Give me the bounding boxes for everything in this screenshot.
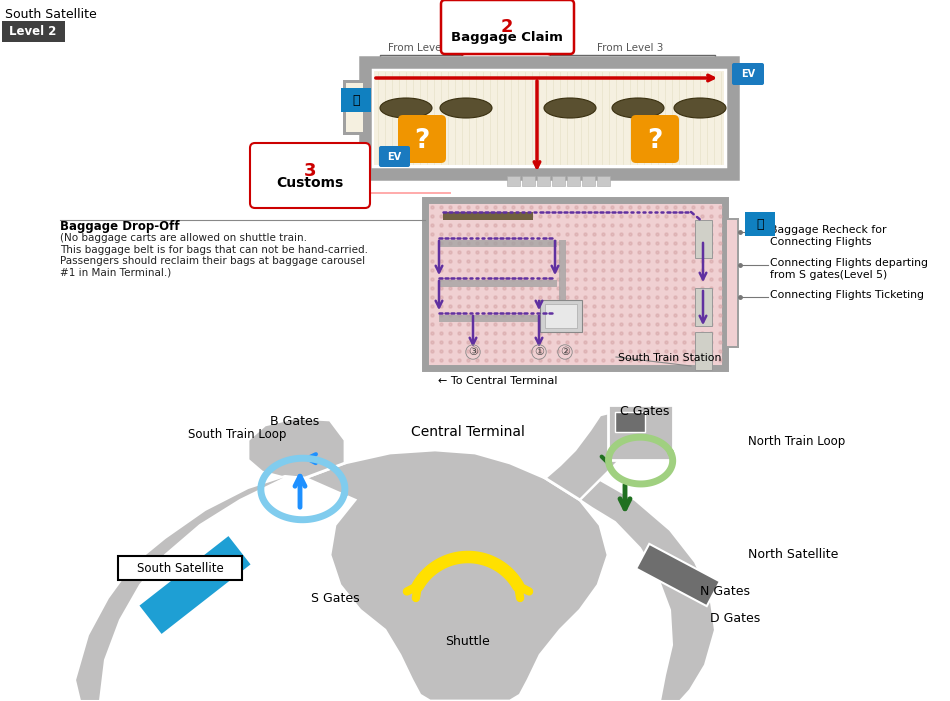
Text: ?: ? [647,128,663,154]
Text: ②: ② [560,347,570,357]
Text: Connecting Flights departing
from S gates(Level 5): Connecting Flights departing from S gate… [770,258,928,280]
Text: South Satellite: South Satellite [137,562,223,575]
FancyBboxPatch shape [398,115,446,163]
Bar [374,71,724,165]
Bar [343,80,366,135]
Text: From Level 3: From Level 3 [388,43,454,53]
Text: ?: ? [414,128,429,154]
Text: Baggage Drop-Off: Baggage Drop-Off [60,220,180,233]
Text: Level 2: Level 2 [10,25,57,38]
Bar [615,412,645,432]
Text: S Gates: S Gates [311,592,359,605]
Text: South Train Station: South Train Station [618,353,721,363]
Text: Central Terminal: Central Terminal [411,425,525,439]
FancyBboxPatch shape [118,556,242,580]
Bar [365,62,733,174]
Text: From Level 3: From Level 3 [597,43,663,53]
Text: B Gates: B Gates [271,415,319,428]
Text: Baggage Claim: Baggage Claim [451,31,563,44]
Text: 🚻: 🚻 [352,93,360,107]
Bar [597,176,610,186]
Ellipse shape [674,98,726,118]
Text: Shuttle: Shuttle [446,635,490,648]
Bar [439,315,557,322]
Bar [443,212,533,220]
Text: ③: ③ [468,347,478,357]
FancyBboxPatch shape [441,0,574,54]
Text: EV: EV [387,152,401,162]
Polygon shape [545,410,645,500]
Bar [545,304,577,328]
Text: (No baggage carts are allowed on shuttle train.
This baggage belt is for bags th: (No baggage carts are allowed on shuttle… [60,233,368,278]
Text: Baggage Recheck for
Connecting Flights: Baggage Recheck for Connecting Flights [770,225,886,247]
Bar [695,288,712,326]
Polygon shape [305,450,608,701]
Bar [540,300,582,332]
Bar [537,176,550,186]
Text: 3: 3 [304,162,316,180]
Text: 2: 2 [501,18,513,36]
Bar [439,240,557,247]
Bar [745,212,775,236]
Polygon shape [138,535,252,635]
Bar [727,220,737,346]
Bar [695,332,712,370]
Bar [522,176,535,186]
Text: C Gates: C Gates [620,405,670,418]
Bar [346,83,363,132]
Polygon shape [75,476,305,701]
Text: Connecting Flights Ticketing: Connecting Flights Ticketing [770,290,924,300]
Bar [582,176,595,186]
Text: EV: EV [741,69,755,79]
FancyBboxPatch shape [250,143,370,208]
Bar [507,176,520,186]
Ellipse shape [612,98,664,118]
Polygon shape [248,418,345,478]
Text: South Satellite: South Satellite [5,8,97,21]
Ellipse shape [380,98,432,118]
FancyBboxPatch shape [379,146,410,167]
Ellipse shape [440,98,492,118]
Ellipse shape [544,98,596,118]
Text: D Gates: D Gates [710,612,760,625]
FancyBboxPatch shape [732,63,764,85]
Text: Customs: Customs [276,176,344,190]
Text: N Gates: N Gates [700,585,750,598]
Bar [425,200,725,368]
Polygon shape [580,480,715,701]
Bar [341,88,371,112]
Text: South Train Loop: South Train Loop [188,428,286,441]
Bar [439,280,557,287]
Bar [559,240,566,330]
Text: 🚻: 🚻 [756,217,764,231]
Bar [725,218,739,348]
Text: ← To Central Terminal: ← To Central Terminal [438,376,558,386]
Text: North Satellite: North Satellite [748,548,838,561]
Text: North Train Loop: North Train Loop [748,435,846,448]
Bar [695,220,712,258]
Bar [2,21,65,42]
Text: ①: ① [534,347,544,357]
FancyBboxPatch shape [631,115,679,163]
Bar [552,176,565,186]
Bar [608,405,673,460]
Polygon shape [636,544,720,606]
Bar [567,176,580,186]
